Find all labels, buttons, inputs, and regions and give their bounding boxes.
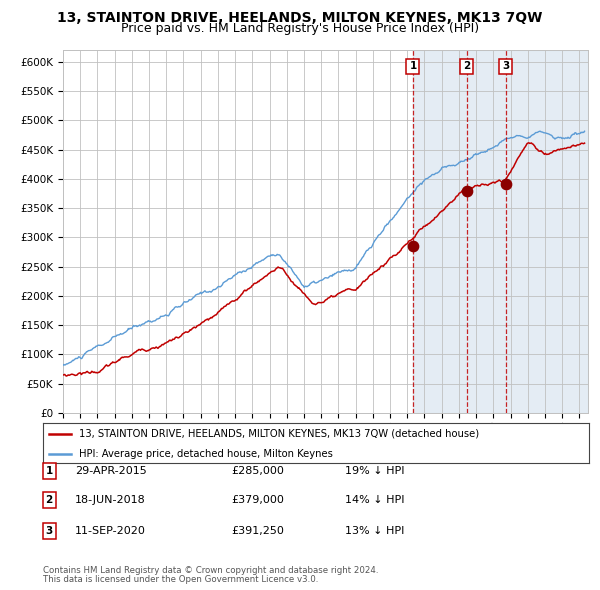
Text: 18-JUN-2018: 18-JUN-2018 [75, 496, 146, 505]
Point [501, 179, 511, 189]
Text: £391,250: £391,250 [231, 526, 284, 536]
Text: 1: 1 [409, 61, 416, 71]
Point [462, 186, 472, 196]
Text: Price paid vs. HM Land Registry's House Price Index (HPI): Price paid vs. HM Land Registry's House … [121, 22, 479, 35]
Text: 1: 1 [46, 466, 53, 476]
Text: 3: 3 [46, 526, 53, 536]
Text: 3: 3 [502, 61, 509, 71]
Text: £379,000: £379,000 [231, 496, 284, 505]
Text: 13, STAINTON DRIVE, HEELANDS, MILTON KEYNES, MK13 7QW: 13, STAINTON DRIVE, HEELANDS, MILTON KEY… [58, 11, 542, 25]
Text: 13% ↓ HPI: 13% ↓ HPI [345, 526, 404, 536]
Text: £285,000: £285,000 [231, 466, 284, 476]
Text: 2: 2 [46, 496, 53, 505]
Text: 29-APR-2015: 29-APR-2015 [75, 466, 147, 476]
Text: This data is licensed under the Open Government Licence v3.0.: This data is licensed under the Open Gov… [43, 575, 319, 584]
Text: 14% ↓ HPI: 14% ↓ HPI [345, 496, 404, 505]
Text: Contains HM Land Registry data © Crown copyright and database right 2024.: Contains HM Land Registry data © Crown c… [43, 566, 379, 575]
Text: 2: 2 [463, 61, 470, 71]
Text: 11-SEP-2020: 11-SEP-2020 [75, 526, 146, 536]
Bar [413, 50, 588, 413]
Text: HPI: Average price, detached house, Milton Keynes: HPI: Average price, detached house, Milt… [79, 450, 332, 460]
Point [408, 241, 418, 251]
Text: 13, STAINTON DRIVE, HEELANDS, MILTON KEYNES, MK13 7QW (detached house): 13, STAINTON DRIVE, HEELANDS, MILTON KEY… [79, 429, 479, 439]
Text: 19% ↓ HPI: 19% ↓ HPI [345, 466, 404, 476]
